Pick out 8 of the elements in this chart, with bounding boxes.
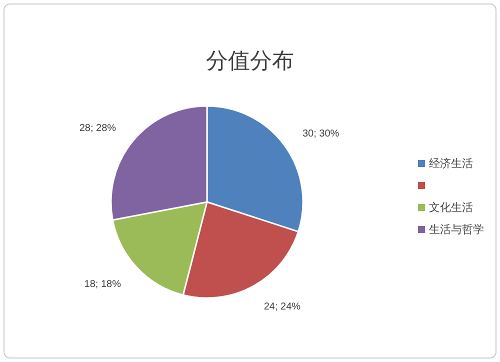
data-label: 30; 30% [302,128,340,140]
legend-label: 文化生活 [429,201,473,214]
data-label: 24; 24% [264,301,301,312]
chart-title: 分值分布 [206,48,294,73]
legend-label: 经济生活 [429,157,473,170]
data-label: 28; 28% [79,122,116,134]
legend-label: 生活与哲学 [429,223,484,236]
data-label: 18; 18% [84,278,122,290]
